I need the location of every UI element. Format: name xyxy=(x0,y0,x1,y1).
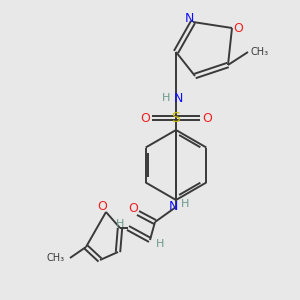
Text: O: O xyxy=(97,200,107,214)
Text: CH₃: CH₃ xyxy=(47,253,65,263)
Text: N: N xyxy=(168,200,178,214)
Text: S: S xyxy=(172,111,180,125)
Text: O: O xyxy=(140,112,150,124)
Text: H: H xyxy=(116,219,124,229)
Text: O: O xyxy=(202,112,212,124)
Text: O: O xyxy=(233,22,243,34)
Text: H: H xyxy=(162,93,170,103)
Text: H: H xyxy=(156,239,164,249)
Text: N: N xyxy=(173,92,183,104)
Text: N: N xyxy=(184,13,194,26)
Text: O: O xyxy=(128,202,138,215)
Text: CH₃: CH₃ xyxy=(251,47,269,57)
Text: H: H xyxy=(181,199,189,209)
